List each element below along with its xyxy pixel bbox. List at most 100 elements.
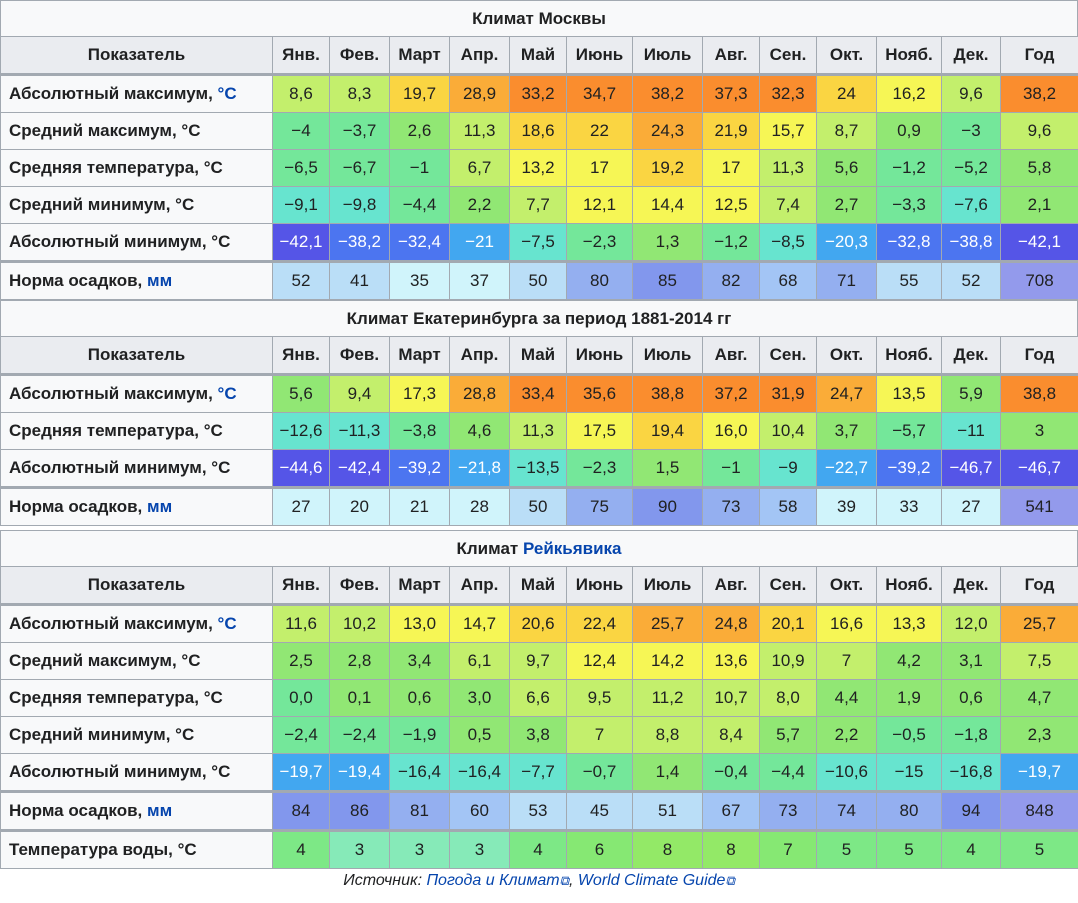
- value-cell: 0,9: [876, 112, 942, 150]
- table-row: Абсолютный минимум, °C −19,7 −19,4 −16,4 −16…: [0, 753, 1078, 792]
- value-cell: 0,5: [449, 716, 510, 754]
- header-month: Март: [389, 36, 450, 75]
- value-cell: 12,4: [566, 642, 633, 680]
- value-cell: 2,2: [449, 186, 510, 224]
- value-cell: −15: [876, 753, 942, 792]
- value-cell: 12,5: [702, 186, 760, 224]
- value-cell: 13,3: [876, 603, 942, 643]
- value-cell: 82: [702, 260, 760, 300]
- year-value-cell: 848: [1000, 790, 1078, 831]
- unit-link[interactable]: °C: [217, 614, 237, 633]
- table-row: Средний максимум, °C 2,5 2,8 3,4 6,1 9,7 12,4 1…: [0, 642, 1078, 680]
- value-cell: 24,7: [816, 373, 877, 413]
- row-label: Норма осадков, мм: [0, 260, 273, 300]
- value-cell: 24,3: [632, 112, 703, 150]
- value-cell: −2,3: [566, 449, 633, 488]
- value-cell: 6,7: [449, 149, 510, 187]
- header-month: Авг.: [702, 336, 760, 375]
- value-cell: 68: [759, 260, 817, 300]
- value-cell: 13,6: [702, 642, 760, 680]
- table-caption: Климат Екатеринбурга за период 1881-2014…: [0, 300, 1078, 336]
- value-cell: 3,8: [509, 716, 567, 754]
- year-value-cell: 708: [1000, 260, 1078, 300]
- value-cell: 9,6: [941, 73, 1001, 113]
- value-cell: −12,6: [272, 412, 330, 450]
- row-label-text: Абсолютный максимум,: [9, 84, 213, 103]
- unit-link[interactable]: мм: [147, 801, 173, 820]
- value-cell: 38,2: [632, 73, 703, 113]
- header-month: Авг.: [702, 36, 760, 75]
- value-cell: 33,4: [509, 373, 567, 413]
- value-cell: 51: [632, 790, 703, 831]
- value-cell: 8,4: [702, 716, 760, 754]
- value-cell: −2,4: [329, 716, 390, 754]
- value-cell: 2,5: [272, 642, 330, 680]
- unit-link[interactable]: мм: [147, 271, 173, 290]
- value-cell: 4: [272, 829, 330, 869]
- value-cell: 3: [449, 829, 510, 869]
- value-cell: 28,8: [449, 373, 510, 413]
- value-cell: 21: [389, 486, 450, 526]
- table-row: Средний максимум, °C −4 −3,7 2,6 11,3 18,6 22 2…: [0, 112, 1078, 150]
- value-cell: −4,4: [389, 186, 450, 224]
- table-row: Средний минимум, °C −2,4 −2,4 −1,9 0,5 3,8 7 8,…: [0, 716, 1078, 754]
- value-cell: −1,8: [941, 716, 1001, 754]
- external-link-icon: ⧉: [725, 873, 735, 888]
- value-cell: 20,1: [759, 603, 817, 643]
- value-cell: 5: [876, 829, 942, 869]
- value-cell: 6: [566, 829, 633, 869]
- table-caption-link[interactable]: Рейкьявика: [522, 539, 622, 558]
- value-cell: 0,1: [329, 679, 390, 717]
- year-value-cell: −19,7: [1000, 753, 1078, 792]
- row-label-text: Средняя температура, °C: [9, 158, 223, 177]
- value-cell: 74: [816, 790, 877, 831]
- value-cell: 19,4: [632, 412, 703, 450]
- value-cell: 73: [702, 486, 760, 526]
- value-cell: −7,6: [941, 186, 1001, 224]
- row-label-text: Норма осадков,: [9, 271, 143, 290]
- value-cell: 37: [449, 260, 510, 300]
- year-value-cell: 9,6: [1000, 112, 1078, 150]
- value-cell: 5,7: [759, 716, 817, 754]
- row-label-text: Норма осадков,: [9, 801, 143, 820]
- value-cell: −6,5: [272, 149, 330, 187]
- unit-link[interactable]: °C: [217, 384, 237, 403]
- table-caption-text: Климат Москвы: [472, 9, 606, 28]
- header-month: Дек.: [941, 36, 1001, 75]
- header-month: Сен.: [759, 336, 817, 375]
- header-month: Июль: [632, 336, 703, 375]
- table-row: Абсолютный максимум, °C 8,6 8,3 19,7 28,9 33,…: [0, 73, 1078, 113]
- value-cell: 7,7: [509, 186, 567, 224]
- row-label: Средний минимум, °C: [0, 186, 273, 224]
- value-cell: −3,7: [329, 112, 390, 150]
- value-cell: 2,8: [329, 642, 390, 680]
- unit-link[interactable]: мм: [147, 497, 173, 516]
- value-cell: −42,4: [329, 449, 390, 488]
- source-link-world-climate-guide[interactable]: World Climate Guide⧉: [577, 872, 735, 889]
- row-label: Абсолютный минимум, °C: [0, 223, 273, 262]
- value-cell: 19,2: [632, 149, 703, 187]
- value-cell: 12,0: [941, 603, 1001, 643]
- external-link-icon: ⧉: [559, 873, 569, 888]
- row-label-text: Норма осадков,: [9, 497, 143, 516]
- value-cell: 16,6: [816, 603, 877, 643]
- value-cell: −20,3: [816, 223, 877, 262]
- table-row: Средняя температура, °C 0,0 0,1 0,6 3,0 6,6 9,…: [0, 679, 1078, 717]
- value-cell: 11,3: [759, 149, 817, 187]
- value-cell: −39,2: [389, 449, 450, 488]
- value-cell: 41: [329, 260, 390, 300]
- climate-table-block: Климат Екатеринбурга за период 1881-2014…: [0, 300, 1078, 526]
- value-cell: −1: [702, 449, 760, 488]
- header-month: Июль: [632, 36, 703, 75]
- value-cell: 53: [509, 790, 567, 831]
- source-line: Источник: Погода и Климат⧉, World Climat…: [0, 872, 1078, 890]
- value-cell: 34,7: [566, 73, 633, 113]
- value-cell: −32,8: [876, 223, 942, 262]
- unit-link[interactable]: °C: [217, 84, 237, 103]
- value-cell: 2,7: [816, 186, 877, 224]
- value-cell: 3,7: [816, 412, 877, 450]
- row-label: Абсолютный минимум, °C: [0, 753, 273, 792]
- value-cell: −16,4: [389, 753, 450, 792]
- header-month: Янв.: [272, 36, 330, 75]
- source-link-pogoda[interactable]: Погода и Климат⧉: [426, 872, 569, 889]
